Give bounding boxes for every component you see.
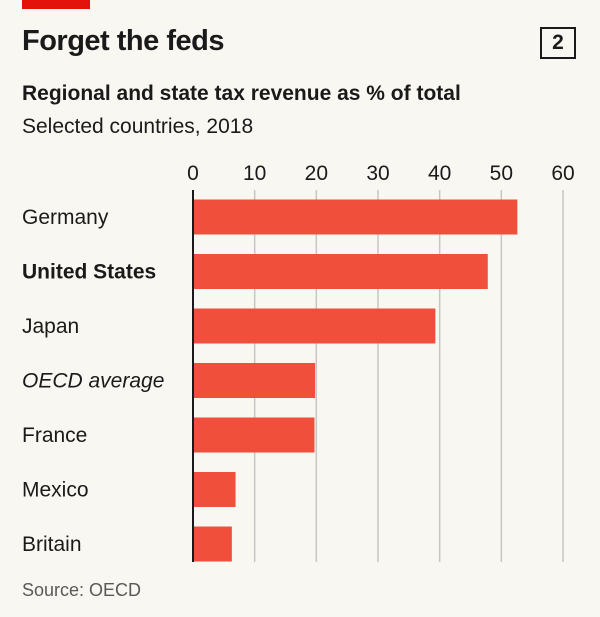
bar	[193, 417, 315, 453]
category-label: United States	[22, 261, 156, 284]
bar	[193, 472, 236, 507]
chart-number-badge: 2	[540, 27, 576, 59]
category-label: Germany	[22, 206, 109, 229]
category-label: OECD average	[22, 370, 164, 393]
category-label: Britain	[22, 533, 82, 556]
chart-subtitle: Regional and state tax revenue as % of t…	[22, 82, 461, 105]
bar	[193, 308, 436, 344]
category-label: Japan	[22, 315, 79, 338]
category-label: Mexico	[22, 479, 89, 502]
x-tick-label: 0	[187, 162, 199, 185]
bar	[193, 363, 316, 398]
chart-subsubtitle: Selected countries, 2018	[22, 115, 254, 138]
brand-tag	[22, 0, 90, 9]
category-label: France	[22, 424, 87, 447]
source-note: Source: OECD	[22, 580, 142, 600]
chart-title: Forget the feds	[22, 25, 224, 57]
x-tick-label: 30	[366, 162, 389, 185]
x-tick-label: 50	[490, 162, 513, 185]
bar	[193, 254, 488, 289]
x-tick-label: 60	[551, 162, 574, 185]
x-tick-label: 20	[305, 162, 328, 185]
bar	[193, 199, 518, 235]
x-tick-label: 10	[243, 162, 266, 185]
x-tick-label: 40	[428, 162, 451, 185]
bar	[193, 526, 232, 562]
